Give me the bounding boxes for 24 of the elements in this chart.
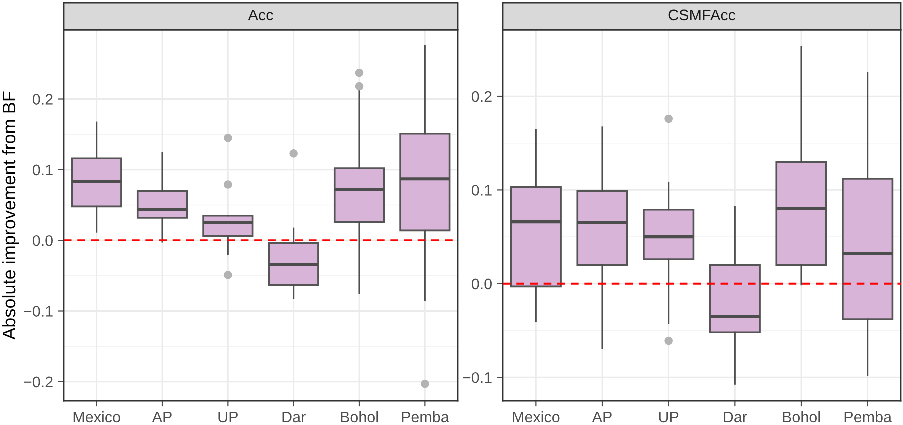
- x-tick-label: Mexico: [74, 411, 120, 423]
- y-tick-label: −0.1: [463, 372, 492, 384]
- x-tick-label: AP: [152, 412, 172, 422]
- x-tick-label: Pemba: [844, 411, 892, 423]
- y-tick-label: 0.1: [32, 164, 53, 176]
- y-tick-label: 0.1: [472, 185, 492, 196]
- x-tick-label: Dar: [724, 412, 748, 423]
- x-tick-label: Bohol: [341, 411, 378, 423]
- y-tick-label: −0.1: [24, 306, 53, 317]
- y-tick-label: 0.0: [32, 235, 53, 246]
- x-tick-label: Dar: [282, 412, 306, 423]
- x-tick-label: UP: [659, 412, 679, 423]
- y-tick-label: 0.2: [32, 94, 53, 105]
- chart-title: Acc: [248, 10, 274, 21]
- y-tick-label: −0.2: [24, 376, 53, 388]
- x-tick-label: UP: [218, 412, 238, 423]
- y-axis-title: Absolute improvement from BF: [2, 92, 20, 340]
- y-tick-label: 0.2: [472, 91, 492, 102]
- chart-title: CSMFAcc: [668, 10, 736, 21]
- x-tick-label: AP: [592, 412, 612, 422]
- x-tick-label: Pemba: [402, 411, 450, 423]
- x-tick-label: Bohol: [783, 411, 820, 423]
- y-tick-label: 0.0: [472, 278, 492, 290]
- x-tick-label: Mexico: [513, 411, 560, 423]
